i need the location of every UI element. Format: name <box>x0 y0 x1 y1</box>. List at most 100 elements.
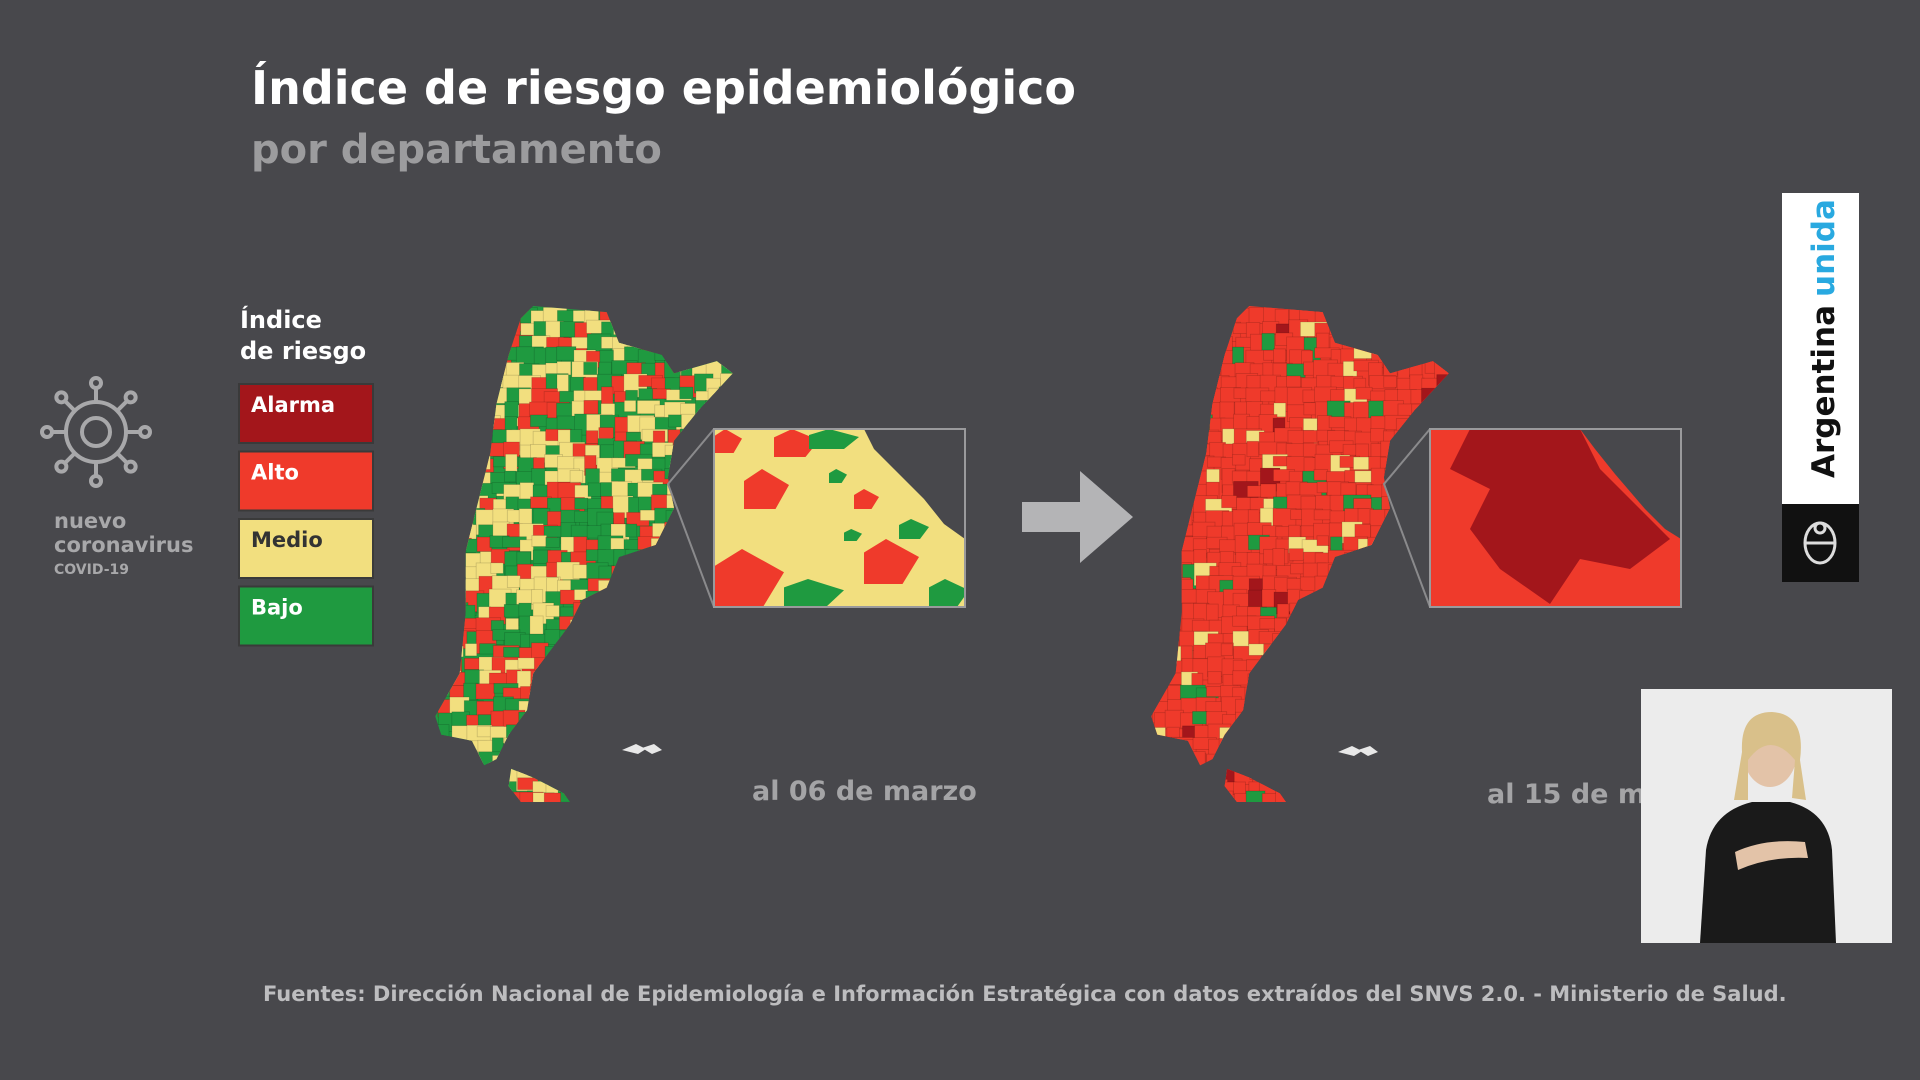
department <box>627 709 651 735</box>
department <box>518 740 542 763</box>
department <box>1421 700 1437 726</box>
department <box>637 322 655 343</box>
department <box>1328 307 1348 319</box>
department <box>1396 443 1414 466</box>
department <box>1287 672 1304 687</box>
inset-department <box>854 489 879 509</box>
department <box>529 414 548 428</box>
department <box>731 632 733 649</box>
department <box>1249 699 1267 713</box>
department <box>641 603 657 627</box>
inset-department <box>714 429 742 453</box>
department <box>1289 752 1302 765</box>
department <box>569 619 587 647</box>
department <box>1370 428 1385 443</box>
department <box>1180 388 1194 408</box>
department <box>731 670 733 684</box>
legend-swatch <box>238 450 374 512</box>
department <box>1395 592 1419 605</box>
department <box>1407 781 1421 797</box>
department <box>560 696 584 711</box>
department <box>736 684 758 707</box>
department <box>1355 659 1369 679</box>
department <box>707 333 733 354</box>
department <box>1155 656 1176 669</box>
department <box>1384 578 1402 597</box>
department <box>664 754 684 769</box>
department <box>1287 644 1302 668</box>
department <box>636 671 652 692</box>
department <box>530 669 544 691</box>
department <box>438 337 452 352</box>
department <box>613 672 635 696</box>
department <box>1181 454 1197 468</box>
department <box>1394 656 1423 678</box>
department <box>597 671 620 684</box>
department <box>1411 793 1430 802</box>
department <box>1437 672 1449 694</box>
department <box>585 739 606 757</box>
department <box>681 711 704 723</box>
department <box>1328 767 1349 794</box>
department <box>695 792 714 802</box>
department <box>708 320 721 341</box>
department <box>436 538 450 565</box>
department <box>626 618 644 633</box>
department <box>1424 335 1449 360</box>
inset-water <box>1580 429 1681 539</box>
department <box>1420 765 1436 784</box>
department <box>1326 712 1345 729</box>
department <box>1165 524 1186 553</box>
department <box>1451 404 1473 419</box>
department <box>654 350 668 361</box>
inset-department <box>829 469 847 483</box>
department <box>435 467 449 486</box>
department <box>1367 696 1391 708</box>
department <box>1300 646 1326 661</box>
department <box>1423 672 1437 685</box>
department <box>583 658 609 682</box>
department <box>1330 642 1343 663</box>
department <box>451 494 467 510</box>
department <box>1272 633 1290 654</box>
department <box>1408 496 1432 517</box>
department <box>1182 725 1196 739</box>
department <box>437 413 456 428</box>
department <box>1300 751 1328 772</box>
department <box>597 711 614 738</box>
department <box>1340 723 1356 737</box>
department <box>1447 712 1449 731</box>
footer-source: Fuentes: Dirección Nacional de Epidemiol… <box>263 982 1787 1006</box>
department <box>583 684 607 712</box>
department <box>1302 685 1324 699</box>
department <box>475 334 496 363</box>
department <box>1153 794 1181 802</box>
department <box>545 712 564 740</box>
department <box>1221 495 1238 509</box>
department <box>736 727 752 738</box>
department <box>545 536 560 548</box>
department <box>690 630 704 644</box>
department <box>1382 605 1397 629</box>
inset-water <box>864 429 965 539</box>
department <box>692 590 706 606</box>
department <box>1434 631 1449 652</box>
department <box>707 751 733 778</box>
department <box>1153 673 1167 687</box>
department <box>610 658 631 671</box>
department <box>544 660 562 679</box>
department <box>665 713 680 741</box>
department <box>708 698 733 725</box>
department <box>465 306 490 329</box>
department <box>1153 564 1170 586</box>
department <box>1368 669 1383 686</box>
department <box>624 577 644 600</box>
department <box>611 687 630 708</box>
department <box>1356 723 1369 746</box>
department <box>1287 793 1303 802</box>
department <box>560 657 585 681</box>
department <box>583 778 602 794</box>
department <box>1168 336 1186 365</box>
department <box>1178 416 1207 439</box>
department <box>707 632 728 657</box>
